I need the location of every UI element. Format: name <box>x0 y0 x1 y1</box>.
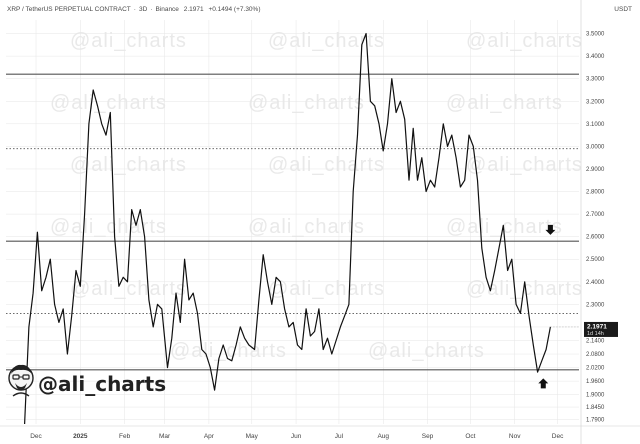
price-line <box>24 32 551 425</box>
currency-label: USDT <box>614 6 632 13</box>
current-price-label: 2.1971 <box>183 6 204 13</box>
author-handle: @ali_charts <box>38 372 167 396</box>
x-tick-label: Sep <box>422 433 434 440</box>
x-tick-label: Jun <box>291 433 302 440</box>
y-tick-label: 2.7000 <box>586 212 605 218</box>
y-tick-label: 2.0800 <box>586 352 605 358</box>
x-tick-label: Dec <box>30 433 42 440</box>
y-tick-label: 2.0200 <box>586 366 605 372</box>
x-tick-label: Feb <box>119 433 131 440</box>
arrow-up-icon <box>538 378 549 389</box>
y-tick-label: 1.7900 <box>586 417 605 423</box>
x-tick-label: May <box>246 433 259 440</box>
arrow-down-icon <box>545 224 556 235</box>
exchange-label: Binance <box>155 6 179 13</box>
x-tick-label: Oct <box>465 433 475 440</box>
y-tick-label: 3.5000 <box>586 32 605 38</box>
y-tick-label: 3.0000 <box>586 144 605 150</box>
x-tick-label: 2025 <box>73 433 88 440</box>
y-tick-label: 2.5000 <box>586 257 605 263</box>
price-tag-value: 2.1971 <box>587 323 607 330</box>
price-change-label: +0.1494 (+7.30%) <box>208 6 261 13</box>
y-tick-label: 1.9000 <box>586 393 605 399</box>
x-tick-label: Jul <box>335 433 344 440</box>
y-tick-label: 2.8000 <box>586 190 605 196</box>
y-tick-label: 2.6000 <box>586 235 605 241</box>
y-tick-label: 1.9600 <box>586 379 605 385</box>
y-tick-label: 3.1000 <box>586 122 605 128</box>
timeframe-label: 3D <box>138 6 148 13</box>
chart-header: XRP / TetherUS PERPETUAL CONTRACT · 3D · Bin… <box>7 6 261 13</box>
x-tick-label: Aug <box>377 433 389 440</box>
y-tick-label: 3.2000 <box>586 99 605 105</box>
y-tick-label: 2.9000 <box>586 167 605 173</box>
x-tick-label: Nov <box>509 433 521 440</box>
y-tick-label: 2.4000 <box>586 280 605 286</box>
y-tick-label: 2.1400 <box>586 338 605 344</box>
x-tick-label: Mar <box>159 433 171 440</box>
y-tick-label: 2.3000 <box>586 302 605 308</box>
price-tag-countdown: 1d 14h <box>587 331 604 337</box>
x-tick-label: Dec <box>552 433 564 440</box>
avatar-icon <box>8 364 34 397</box>
price-tag <box>584 321 618 337</box>
y-tick-label: 3.4000 <box>586 54 605 60</box>
y-tick-label: 3.3000 <box>586 77 605 83</box>
x-tick-label: Apr <box>204 433 215 440</box>
symbol-label: XRP / TetherUS PERPETUAL CONTRACT <box>7 6 131 13</box>
y-tick-label: 1.8450 <box>586 405 605 411</box>
